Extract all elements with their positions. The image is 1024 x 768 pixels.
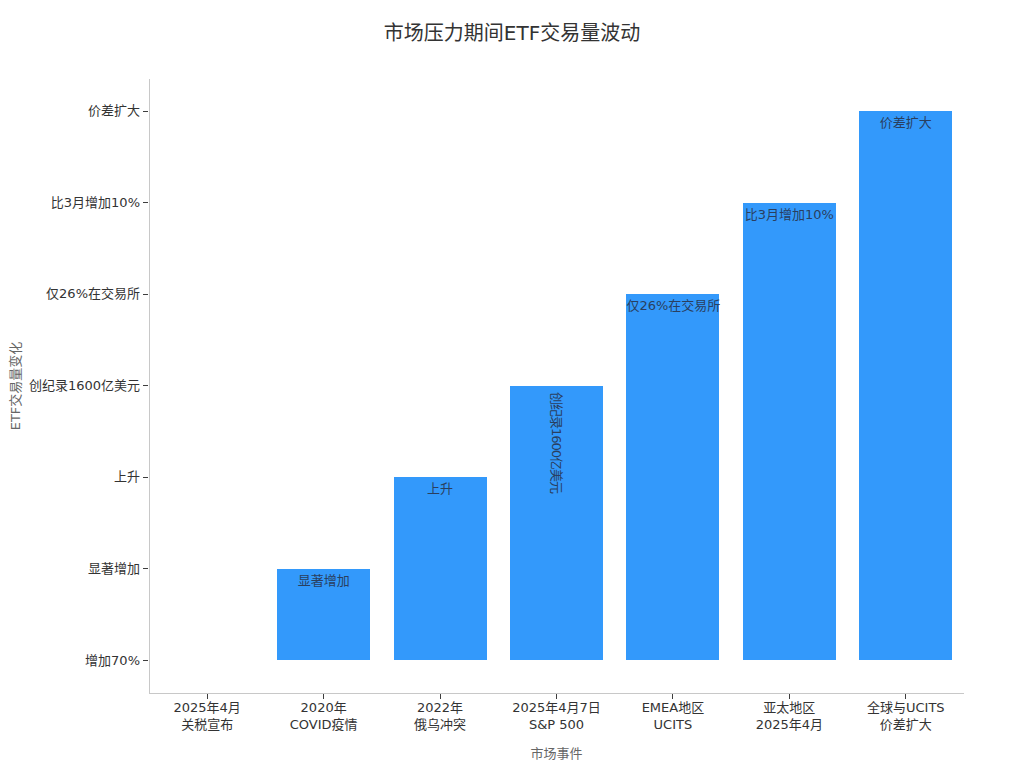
bar (743, 203, 836, 661)
y-tick-label: 增加70% (0, 652, 140, 670)
x-tick-label-line1: 全球与UCITS (821, 699, 991, 716)
y-tick-label: 上升 (0, 468, 140, 486)
bar-value-label: 上升 (394, 481, 487, 496)
y-tick-mark (143, 385, 148, 386)
bar-chart: 市场压力期间ETF交易量波动 ETF交易量变化 市场事件 增加70%显著增加上升… (0, 0, 1024, 768)
y-tick-label: 比3月增加10% (0, 194, 140, 212)
y-tick-mark (143, 111, 148, 112)
x-tick-label: 全球与UCITS价差扩大 (821, 699, 991, 733)
y-tick-mark (143, 660, 148, 661)
bar (626, 294, 719, 660)
y-tick-mark (143, 568, 148, 569)
y-tick-mark (143, 294, 148, 295)
bar-value-label: 仅26%在交易所 (626, 298, 719, 313)
bar-value-label: 价差扩大 (859, 115, 952, 130)
x-tick-label-line2: 价差扩大 (821, 716, 991, 733)
y-tick-label: 创纪录1600亿美元 (0, 377, 140, 395)
bar-value-label: 显著增加 (277, 573, 370, 588)
y-tick-label: 价差扩大 (0, 102, 140, 120)
y-tick-mark (143, 202, 148, 203)
bar-value-label: 创纪录1600亿美元 (549, 392, 564, 493)
chart-title: 市场压力期间ETF交易量波动 (0, 23, 1024, 43)
x-axis-title: 市场事件 (530, 743, 582, 762)
y-axis-line (149, 79, 150, 693)
y-tick-label: 仅26%在交易所 (0, 285, 140, 303)
y-tick-label: 显著增加 (0, 560, 140, 578)
bar (394, 477, 487, 660)
y-tick-mark (143, 477, 148, 478)
bar-value-label: 比3月增加10% (743, 207, 836, 222)
bar (859, 111, 952, 660)
